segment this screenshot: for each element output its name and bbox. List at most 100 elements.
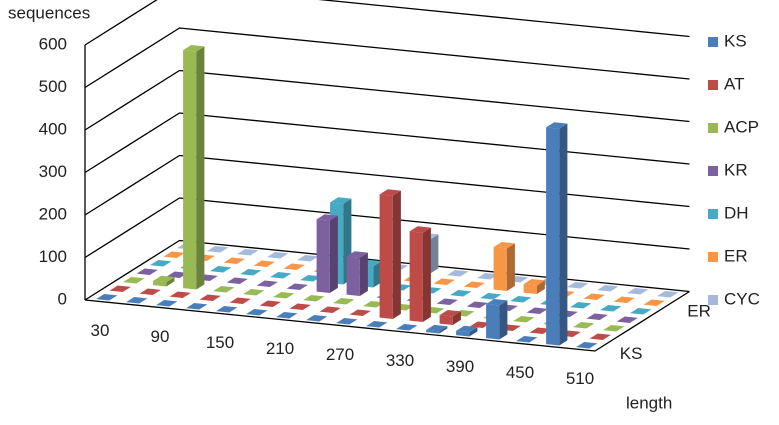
legend-label: DH [724, 203, 749, 222]
bar [456, 325, 478, 337]
bar-top [363, 301, 385, 308]
bar-top [270, 272, 292, 279]
bar-top [169, 291, 191, 298]
bar-top [436, 298, 458, 305]
bar-top [433, 278, 455, 285]
bar-top [163, 251, 185, 258]
y-axis-label: sequences [8, 3, 90, 22]
bar [253, 260, 275, 267]
bar-top [513, 316, 535, 323]
bar [450, 290, 472, 297]
bar-top [627, 288, 649, 295]
bar-front [153, 280, 167, 287]
bar-side [392, 190, 401, 319]
bar-front [523, 284, 537, 294]
y-tick-label: 500 [39, 77, 67, 96]
bar [486, 299, 508, 340]
bar [150, 260, 172, 267]
bar [270, 272, 292, 279]
x-tick-label: 510 [566, 369, 594, 388]
bar-top [583, 293, 605, 300]
bar-front [426, 330, 440, 334]
legend-label: AT [724, 74, 744, 93]
bar [409, 226, 431, 322]
bar-side [373, 261, 382, 288]
bar [273, 292, 295, 299]
bar [316, 214, 338, 293]
bar-top [183, 45, 205, 52]
bar [516, 336, 538, 343]
grid-line [84, 112, 690, 174]
grid-line [84, 69, 690, 131]
bar-top [597, 285, 619, 292]
bar-top [480, 293, 502, 300]
bar-top [346, 251, 368, 258]
bar-top [126, 297, 148, 304]
bar-top [253, 260, 275, 267]
bar [336, 318, 358, 325]
bar [126, 297, 148, 304]
bar [513, 316, 535, 323]
bar [207, 246, 229, 253]
bar-top [333, 298, 355, 305]
bar [477, 273, 499, 280]
bar-top [109, 285, 131, 292]
bar-front [486, 304, 500, 340]
grid-line [84, 239, 690, 301]
bar-top [300, 275, 322, 282]
bar-top [316, 214, 338, 221]
bar [186, 303, 208, 310]
y-tick-label: 100 [39, 247, 67, 266]
bar [463, 281, 485, 288]
bar-top [567, 282, 589, 289]
bar [589, 333, 611, 340]
bar-side [469, 327, 478, 337]
x-tick-label: 390 [446, 357, 474, 376]
x-tick-label: 330 [386, 351, 414, 370]
bar-top [589, 333, 611, 340]
bar-top [613, 296, 635, 303]
bar [597, 285, 619, 292]
bar [436, 298, 458, 305]
bar-top [450, 290, 472, 297]
bar [226, 277, 248, 284]
bar [586, 313, 608, 320]
bar-front [346, 256, 360, 296]
bar-top [409, 226, 431, 233]
x-tick-label: 150 [206, 333, 234, 352]
bar-top [153, 275, 175, 283]
legend-label: KR [724, 160, 748, 179]
bar-top [526, 307, 548, 314]
bar-top [267, 252, 289, 259]
legend-label: ER [724, 246, 748, 265]
bar-top [303, 295, 325, 302]
bar [259, 300, 281, 307]
bar [447, 270, 469, 277]
bar-top [139, 288, 161, 295]
legend-swatch [708, 166, 718, 176]
bar-top [396, 324, 418, 331]
bar-top [657, 291, 679, 298]
bar-side [196, 46, 205, 290]
bar-side [439, 326, 448, 334]
legend-swatch [708, 295, 718, 305]
bar-top [276, 312, 298, 319]
bar-front [456, 330, 470, 337]
bar-top [246, 309, 268, 316]
bar [570, 302, 592, 309]
bar [600, 305, 622, 312]
legend-label: KS [724, 31, 747, 50]
bar-top [486, 299, 508, 306]
legend-swatch [708, 123, 718, 133]
bar-top [330, 197, 352, 204]
bar [643, 299, 665, 306]
floor-edge [84, 290, 690, 352]
bar [466, 301, 488, 308]
bar-top [523, 279, 545, 286]
bar-top [439, 310, 461, 317]
bar-top [576, 342, 598, 349]
bar-top [600, 305, 622, 312]
bar [123, 277, 145, 284]
x-tick-label: 450 [506, 363, 534, 382]
bar [166, 271, 188, 278]
